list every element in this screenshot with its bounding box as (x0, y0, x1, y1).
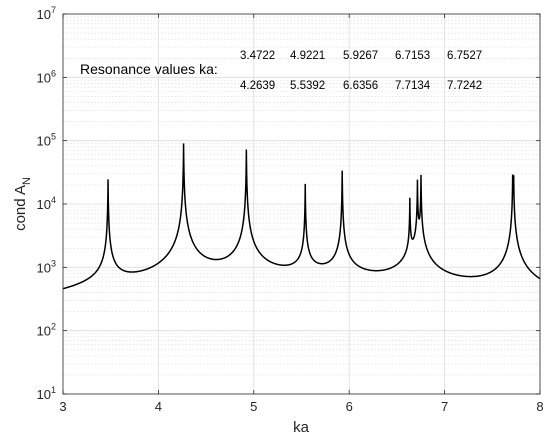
y-tick-label: 106 (37, 68, 56, 85)
y-tick-labels: 101 102 103 104 105 106 107 (37, 5, 56, 402)
resonance-value: 4.2639 (240, 80, 275, 92)
y-tick-label: 105 (37, 132, 56, 149)
y-axis-label-main: cond A (12, 185, 29, 231)
resonance-value: 5.9267 (343, 50, 378, 62)
resonance-value: 6.6356 (343, 80, 378, 92)
y-tick-label: 107 (37, 5, 56, 22)
x-tick-labels: 3 4 5 6 7 8 (59, 399, 543, 414)
y-tick-label: 104 (37, 195, 56, 212)
y-axis-label-subscript: N (21, 177, 33, 185)
x-tick-label: 5 (250, 399, 257, 414)
x-tick-label: 6 (346, 399, 353, 414)
resonance-value: 4.9221 (290, 50, 325, 62)
annotation-values: 3.4722 4.9221 5.9267 6.7153 6.7527 4.2639 5.53… (240, 50, 482, 92)
resonance-value: 6.7153 (395, 50, 430, 62)
major-grid (63, 14, 540, 394)
y-tick-label: 103 (37, 258, 56, 275)
resonance-value: 6.7527 (447, 50, 482, 62)
resonance-value: 7.7242 (447, 80, 482, 92)
annotation-label: Resonance values ka: (80, 61, 218, 77)
x-axis-label: ka (293, 419, 310, 436)
x-tick-label: 8 (536, 399, 543, 414)
x-tick-label: 3 (59, 399, 66, 414)
condition-number-curve (62, 143, 541, 290)
x-tick-label: 4 (155, 399, 162, 414)
x-tick-label: 7 (441, 399, 448, 414)
resonance-value: 3.4722 (240, 50, 275, 62)
y-axis-label: cond AN (12, 177, 33, 231)
resonance-value: 7.7134 (395, 80, 431, 92)
resonance-value: 5.5392 (290, 80, 325, 92)
y-tick-label: 102 (37, 322, 56, 339)
axis-ticks (62, 13, 541, 395)
y-tick-label: 101 (37, 385, 56, 402)
minor-grid (63, 16, 540, 376)
